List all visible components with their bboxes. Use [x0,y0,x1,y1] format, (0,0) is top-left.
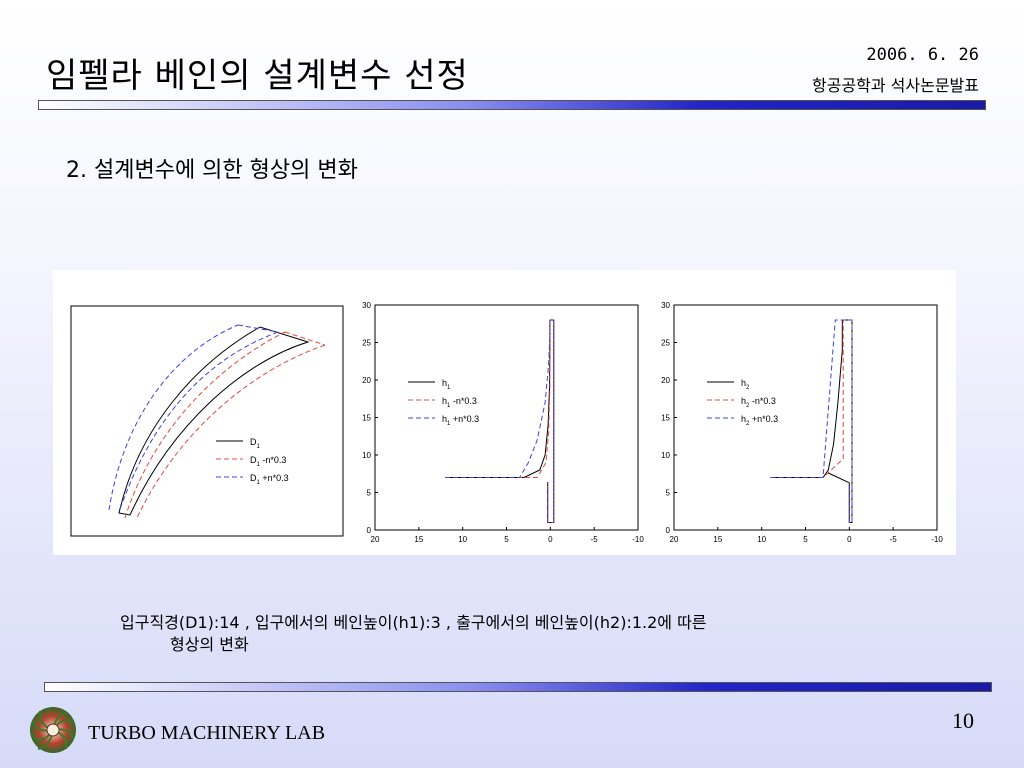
plot2-series-1 [445,319,555,523]
plot1-frame [70,305,344,537]
plot3-xtick-label-2: 10 [757,535,766,544]
plot3-ytick-label-3: 15 [661,414,670,423]
plot2-series-2 [445,319,555,523]
slide-title: 임펠라 베인의 설계변수 선정 [46,56,469,96]
plot1-series-minus-cap [284,331,326,346]
plot1-legend-label-0: D1 [250,437,261,450]
plot2-legend: h1 h1 -n*0.3 h1 +n*0.3 [408,378,479,427]
plot2-xtick-label-5: -5 [591,535,599,544]
plot3-ytick-label-4: 20 [661,376,670,385]
plot3-ytick-label-6: 30 [661,301,670,310]
footer-divider [44,682,992,692]
plot3-legend-label-0: h2 [741,378,750,391]
plot2-legend-label-1: h1 -n*0.3 [442,396,477,409]
plot-h2: 20 15 10 5 0 -5 -10 0 5 10 15 20 25 30 h2 h2 -n*0.3 h2 +… [661,301,943,544]
plot3-xtick-label-0: 20 [670,535,679,544]
plot3-series-0 [770,319,853,523]
page-number: 10 [952,708,974,733]
plot3-xtick-label-1: 15 [713,535,722,544]
plot1-series-minus [124,331,326,521]
section-heading: 2. 설계변수에 의한 형상의 변화 [66,158,358,183]
plot1-series-plus [108,324,279,513]
plot2-xtick-label-6: -10 [632,535,644,544]
plot3-xtick-label-6: -10 [931,535,943,544]
figure-svg: D1 D1 -n*0.3 D1 +n*0.3 20 15 10 5 0 -5 -10 0 5 10 15… [70,301,943,544]
plot2-ytick-label-3: 15 [362,414,371,423]
plot2-xtick-label-4: 0 [548,535,553,544]
plot2-ytick-label-4: 20 [362,376,371,385]
plot3-xtick-label-4: 0 [847,535,852,544]
lab-name: TURBO MACHINERY LAB [88,722,326,744]
plot1-legend: D1 D1 -n*0.3 D1 +n*0.3 [216,437,289,486]
plot2-xtick-label-0: 20 [371,535,380,544]
lab-logo-icon [30,707,76,753]
presentation-subtitle: 항공공학과 석사논문발표 [811,76,979,95]
plot2-frame [374,304,639,531]
plot2-xtick-label-2: 10 [458,535,467,544]
presentation-date: 2006. 6. 26 [866,45,979,65]
plot3-xtick-label-3: 5 [803,535,808,544]
caption-line-2: 형상의 변화 [170,635,249,654]
plot3-legend-label-1: h2 -n*0.3 [741,396,776,409]
plot1-series-d1-outer [118,326,310,516]
plot2-legend-label-0: h1 [442,378,451,391]
plot1-series-plus-cap [237,324,279,333]
plot-d1-shape: D1 D1 -n*0.3 D1 +n*0.3 [70,305,344,537]
plot2-legend-label-2: h1 +n*0.3 [442,414,479,427]
plot2-xtick-label-1: 15 [414,535,423,544]
plot3-series-2 [770,319,853,523]
figure-caption: 입구직경(D1):14 , 입구에서의 베인높이(h1):3 , 출구에서의 베… [120,612,880,656]
plot1-legend-label-1: D1 -n*0.3 [250,455,286,468]
plot3-frame [673,304,938,531]
plot3-ytick-label-1: 5 [666,489,671,498]
header-divider [38,100,986,110]
plot1-legend-label-2: D1 +n*0.3 [250,473,289,486]
plot3-legend-label-2: h2 +n*0.3 [741,414,778,427]
plot3-legend: h2 h2 -n*0.3 h2 +n*0.3 [707,378,778,427]
plot-h1: 20 15 10 5 0 -5 -10 0 5 10 15 20 25 30 h1 h1 -n*0.3 h1 +… [362,301,644,544]
plot3-series-1 [770,319,853,523]
plot3-ytick-label-2: 10 [661,451,670,460]
plot2-ytick-label-5: 25 [362,339,371,348]
plot2-ytick-label-6: 30 [362,301,371,310]
plot3-ytick-label-5: 25 [661,339,670,348]
plot2-ytick-label-2: 10 [362,451,371,460]
plot3-xtick-label-5: -5 [890,535,898,544]
plot2-xtick-label-3: 5 [504,535,509,544]
caption-line-1: 입구직경(D1):14 , 입구에서의 베인높이(h1):3 , 출구에서의 베… [120,613,707,632]
figure-panel: D1 D1 -n*0.3 D1 +n*0.3 20 15 10 5 0 -5 -10 0 5 10 15… [53,270,956,555]
plot2-ytick-label-0: 0 [367,526,372,535]
plot3-ytick-label-0: 0 [666,526,671,535]
plot2-ytick-label-1: 5 [367,489,372,498]
